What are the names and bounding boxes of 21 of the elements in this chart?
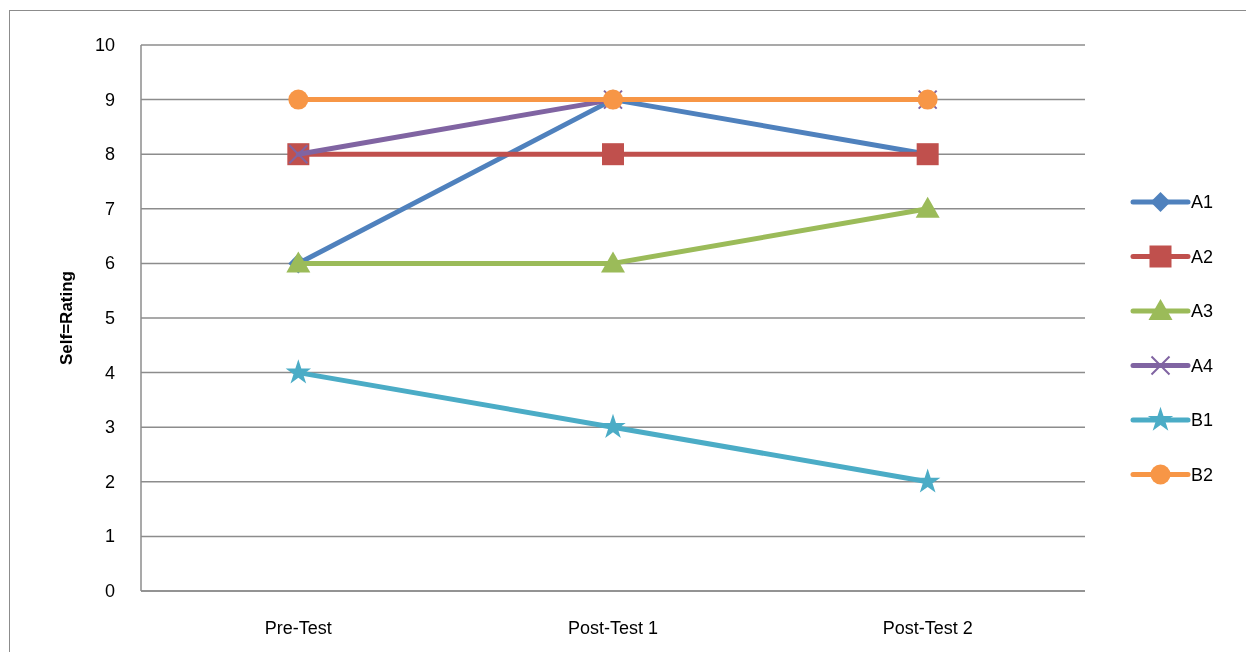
y-tick-label: 7 bbox=[104, 198, 115, 219]
y-tick-label: 8 bbox=[104, 144, 115, 165]
y-tick-label: 10 bbox=[94, 35, 115, 55]
y-tick-label: 2 bbox=[104, 471, 115, 492]
x-tick-label: Pre-Test bbox=[264, 618, 332, 638]
y-axis-title: Self=Rating bbox=[56, 271, 76, 365]
legend-label: B2 bbox=[1191, 464, 1214, 485]
y-tick-label: 9 bbox=[104, 89, 115, 110]
y-tick-label: 0 bbox=[104, 581, 115, 601]
y-tick-label: 3 bbox=[104, 417, 115, 438]
x-tick-label: Post-Test 2 bbox=[882, 618, 973, 638]
y-tick-label: 1 bbox=[104, 526, 115, 547]
y-tick-label: 5 bbox=[104, 308, 115, 328]
legend-label: A3 bbox=[1191, 301, 1214, 321]
legend-label: A2 bbox=[1191, 246, 1214, 267]
y-tick-label: 6 bbox=[104, 253, 115, 274]
legend-label: B1 bbox=[1191, 410, 1214, 430]
legend-label: A1 bbox=[1191, 192, 1214, 212]
legend-label: A4 bbox=[1191, 355, 1214, 376]
y-tick-label: 4 bbox=[104, 362, 115, 383]
x-tick-label: Post-Test 1 bbox=[567, 618, 659, 638]
